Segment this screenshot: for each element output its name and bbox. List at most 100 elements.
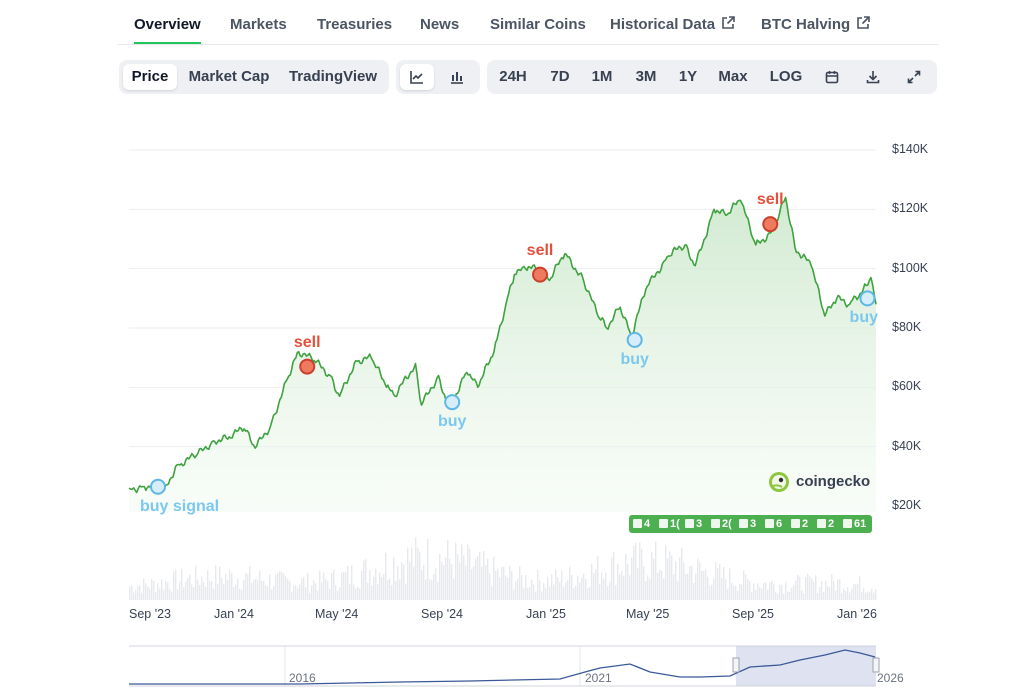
volume-bar: [701, 570, 703, 600]
volume-bar: [349, 583, 351, 600]
volume-bar: [855, 583, 857, 600]
news-marker[interactable]: 3: [739, 517, 763, 531]
sell-signal-marker: [762, 216, 779, 233]
market-cap-view-button[interactable]: Market Cap: [188, 68, 270, 85]
volume-bar: [571, 575, 573, 600]
tab-historical-data[interactable]: Historical Data: [610, 0, 735, 44]
download-icon[interactable]: [856, 64, 890, 90]
volume-bar: [199, 585, 201, 600]
volume-bar: [833, 581, 835, 600]
volume-bar: [455, 542, 457, 600]
volume-bar: [381, 577, 383, 600]
volume-bar: [597, 556, 599, 600]
volume-bar: [771, 580, 773, 600]
volume-bar: [797, 574, 799, 600]
volume-bar: [373, 576, 375, 600]
volume-bar: [305, 587, 307, 600]
range-24h-button[interactable]: 24H: [499, 68, 527, 85]
log-scale-button[interactable]: LOG: [769, 68, 803, 85]
volume-bar: [169, 588, 171, 600]
range-1y-button[interactable]: 1Y: [678, 68, 698, 85]
volume-bar: [257, 580, 259, 600]
expand-icon[interactable]: [897, 64, 931, 90]
volume-bar: [607, 585, 609, 600]
tab-similar-coins[interactable]: Similar Coins: [490, 16, 586, 33]
volume-bar: [727, 588, 729, 600]
news-marker[interactable]: 6: [765, 517, 789, 531]
x-tick-label: Sep '23: [129, 607, 172, 621]
range-max-button[interactable]: Max: [718, 68, 748, 85]
volume-bar: [459, 562, 461, 600]
volume-bar: [791, 587, 793, 600]
tab-markets[interactable]: Markets: [230, 16, 287, 33]
volume-bar: [473, 566, 475, 600]
volume-bar: [533, 584, 535, 600]
news-marker[interactable]: 2: [791, 517, 815, 531]
line-chart-icon[interactable]: [400, 64, 434, 90]
volume-bar: [719, 563, 721, 600]
volume-bar: [773, 584, 775, 600]
volume-bar: [355, 588, 357, 600]
volume-bar: [483, 551, 485, 600]
volume-bar: [637, 567, 639, 600]
volume-bar: [197, 579, 199, 600]
volume-bar: [657, 572, 659, 600]
navigator-label: 2026: [877, 671, 904, 685]
volume-bar: [479, 551, 481, 600]
news-marker[interactable]: 2: [817, 517, 841, 531]
range-3m-button[interactable]: 3M: [635, 68, 657, 85]
volume-bar: [267, 586, 269, 600]
volume-bar: [421, 569, 423, 600]
price-chart[interactable]: [0, 110, 1024, 694]
volume-bar: [615, 585, 617, 600]
tab-overview[interactable]: Overview: [134, 0, 201, 44]
volume-bar: [157, 583, 159, 600]
price-view-button[interactable]: Price: [123, 64, 177, 90]
volume-bar: [337, 590, 339, 600]
tab-label: Historical Data: [610, 16, 716, 33]
volume-bar: [779, 584, 781, 600]
range-1m-button[interactable]: 1M: [591, 68, 613, 85]
volume-bar: [577, 575, 579, 600]
tab-treasuries[interactable]: Treasuries: [317, 16, 393, 33]
volume-bar: [759, 587, 761, 600]
volume-bar: [481, 566, 483, 600]
navigator-label: 2016: [289, 671, 316, 685]
volume-bar: [489, 573, 491, 600]
volume-bar: [433, 573, 435, 600]
buy-signal-marker: [444, 394, 461, 411]
news-marker[interactable]: 2(: [711, 517, 737, 531]
y-tick-label: $60K: [892, 379, 922, 394]
volume-bar: [703, 570, 705, 600]
volume-bar: [201, 576, 203, 600]
volume-bar: [269, 574, 271, 600]
volume-bar: [723, 567, 725, 600]
calendar-icon[interactable]: [815, 64, 849, 90]
tab-btc-halving[interactable]: BTC Halving: [761, 0, 870, 44]
news-marker[interactable]: 3: [685, 517, 709, 531]
volume-bar: [339, 587, 341, 600]
volume-bar: [153, 580, 155, 600]
tab-news[interactable]: News: [420, 16, 460, 33]
news-marker[interactable]: 61: [843, 517, 870, 531]
volume-bar: [505, 575, 507, 600]
volume-bar: [131, 585, 133, 600]
volume-bar: [221, 577, 223, 600]
volume-bar: [485, 564, 487, 600]
volume-bar: [747, 579, 749, 600]
volume-bar: [351, 565, 353, 600]
news-marker[interactable]: 1(: [659, 517, 683, 531]
volume-bar: [579, 582, 581, 600]
volume-bar: [523, 587, 525, 600]
volume-bar: [259, 570, 261, 600]
volume-bar: [173, 571, 175, 600]
range-7d-button[interactable]: 7D: [550, 68, 570, 85]
tradingview-view-button[interactable]: TradingView: [288, 68, 378, 85]
volume-bar: [717, 568, 719, 600]
volume-bar: [383, 573, 385, 600]
volume-bar: [407, 547, 409, 600]
candlestick-icon[interactable]: [440, 64, 474, 90]
volume-bar: [761, 588, 763, 600]
news-marker[interactable]: 4: [633, 517, 657, 531]
volume-bar: [531, 579, 533, 600]
